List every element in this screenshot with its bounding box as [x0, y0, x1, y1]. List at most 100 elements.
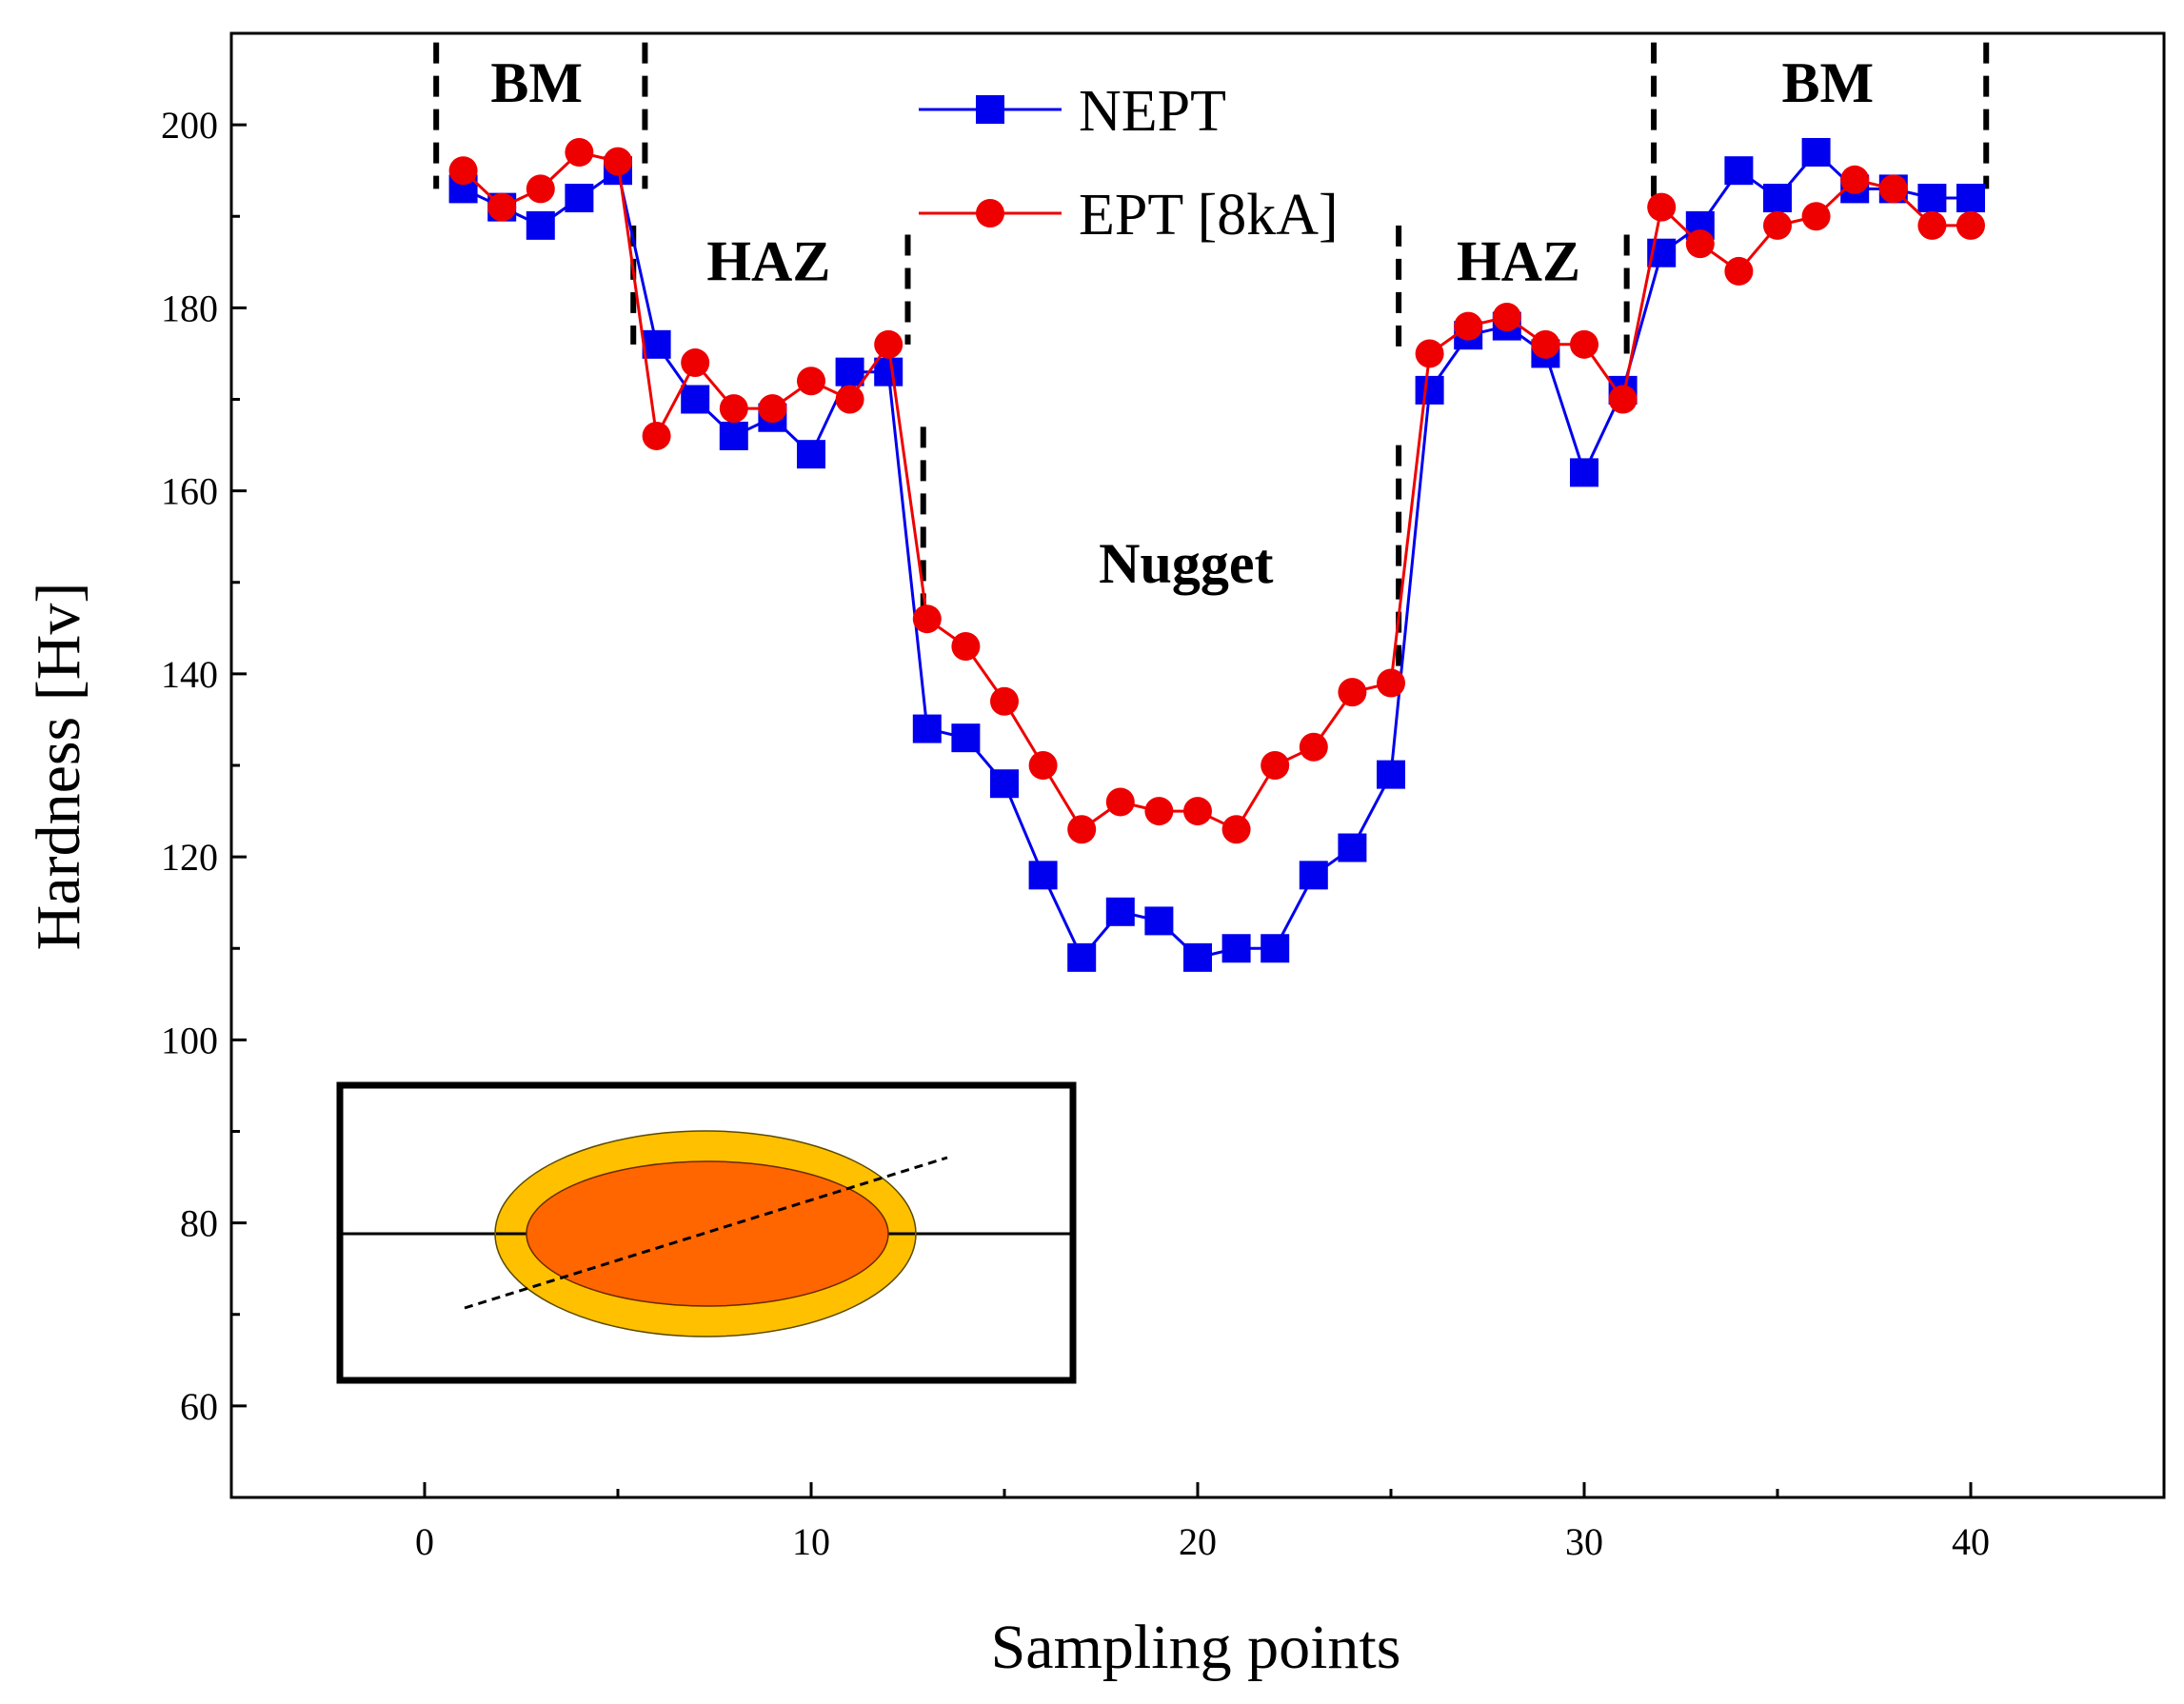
data-point — [1917, 184, 1947, 213]
data-point — [1028, 751, 1058, 780]
x-tick-label: 20 — [1179, 1520, 1217, 1563]
data-point — [1917, 210, 1947, 240]
legend-marker-ept — [976, 199, 1004, 228]
data-point — [1801, 202, 1831, 231]
data-point — [526, 210, 555, 240]
data-point — [1685, 229, 1715, 259]
data-point — [1531, 329, 1560, 359]
data-point — [951, 632, 981, 662]
y-tick-label: 140 — [161, 653, 218, 696]
region-label: HAZ — [706, 230, 830, 293]
data-point — [719, 421, 748, 450]
data-point — [951, 723, 981, 753]
data-point — [1608, 385, 1638, 414]
data-point — [758, 394, 787, 424]
region-label: BM — [490, 51, 583, 114]
data-point — [1299, 861, 1328, 890]
region-label: BM — [1781, 51, 1874, 114]
series-ept — [448, 137, 1985, 844]
data-point — [1724, 256, 1754, 286]
nugget-zone-ellipse — [526, 1160, 889, 1307]
data-point — [1338, 833, 1367, 862]
data-point — [1492, 302, 1521, 331]
data-point — [1570, 458, 1598, 487]
data-point — [912, 714, 942, 743]
region-dividers: BM HAZ Nugget HAZ BM — [433, 42, 1990, 674]
data-point — [1067, 815, 1097, 844]
y-tick-label: 80 — [180, 1202, 218, 1245]
data-point — [1377, 760, 1405, 789]
data-point — [1221, 815, 1251, 844]
data-point — [1183, 942, 1212, 972]
region-label: HAZ — [1457, 230, 1580, 293]
series-line — [462, 150, 1971, 832]
data-point — [1105, 787, 1135, 817]
y-tick-label: 160 — [161, 470, 218, 513]
x-tick-label: 0 — [415, 1520, 434, 1563]
data-point — [681, 385, 710, 414]
data-series — [448, 137, 1985, 972]
data-point — [565, 137, 594, 167]
x-tick-label: 10 — [792, 1520, 830, 1563]
x-tick-label: 30 — [1565, 1520, 1603, 1563]
data-point — [1261, 934, 1290, 963]
data-point — [835, 385, 864, 414]
legend-label-nept: NEPT — [1079, 79, 1226, 144]
data-point — [874, 357, 903, 386]
data-point — [1221, 934, 1251, 963]
data-point — [1338, 678, 1367, 707]
data-point — [1763, 210, 1792, 240]
x-axis-title: Sampling points — [991, 1613, 1401, 1682]
data-point — [642, 329, 671, 359]
data-point — [1144, 797, 1174, 826]
data-point — [1028, 861, 1058, 890]
y-tick-label: 120 — [161, 836, 218, 879]
data-point — [1454, 311, 1483, 341]
data-point — [1415, 339, 1444, 368]
data-point — [565, 184, 594, 213]
data-point — [1956, 184, 1985, 213]
legend-marker-nept — [976, 95, 1004, 124]
data-point — [642, 421, 671, 450]
data-point — [874, 329, 903, 359]
legend-label-ept: EPT [8kA] — [1079, 183, 1339, 248]
x-tick-label: 40 — [1952, 1520, 1990, 1563]
series-line — [462, 149, 1971, 961]
data-point — [1724, 156, 1754, 186]
x-axis-ticks: 0 10 20 30 40 — [229, 1482, 2166, 1563]
y-tick-label: 200 — [161, 104, 218, 147]
data-point — [526, 174, 555, 204]
data-point — [1183, 797, 1212, 826]
data-point — [448, 156, 478, 186]
data-point — [1299, 732, 1328, 762]
data-point — [835, 357, 864, 386]
data-point — [912, 604, 942, 634]
y-tick-label: 100 — [161, 1019, 218, 1061]
data-point — [1956, 210, 1985, 240]
data-point — [797, 440, 825, 469]
data-point — [1878, 174, 1908, 204]
data-point — [990, 769, 1019, 799]
data-point — [1840, 165, 1870, 194]
data-point — [1261, 751, 1290, 780]
data-point — [1144, 906, 1174, 936]
data-point — [1647, 192, 1677, 222]
y-tick-label: 60 — [180, 1385, 218, 1428]
y-tick-label: 180 — [161, 287, 218, 329]
y-axis-ticks: 60 80 100 120 140 160 180 200 — [161, 31, 247, 1428]
data-point — [797, 367, 825, 396]
data-point — [719, 394, 748, 424]
data-point — [604, 147, 632, 176]
data-point — [487, 192, 517, 222]
legend: NEPT EPT [8kA] — [919, 79, 1339, 248]
weld-cross-section-inset — [336, 1081, 1077, 1384]
data-point — [1377, 668, 1405, 698]
data-point — [1415, 375, 1444, 405]
data-point — [681, 348, 710, 378]
region-label: Nugget — [1099, 532, 1273, 595]
data-point — [1763, 184, 1792, 213]
data-point — [1570, 329, 1598, 359]
inset-sampling-line — [464, 1156, 948, 1310]
data-point — [1105, 897, 1135, 926]
